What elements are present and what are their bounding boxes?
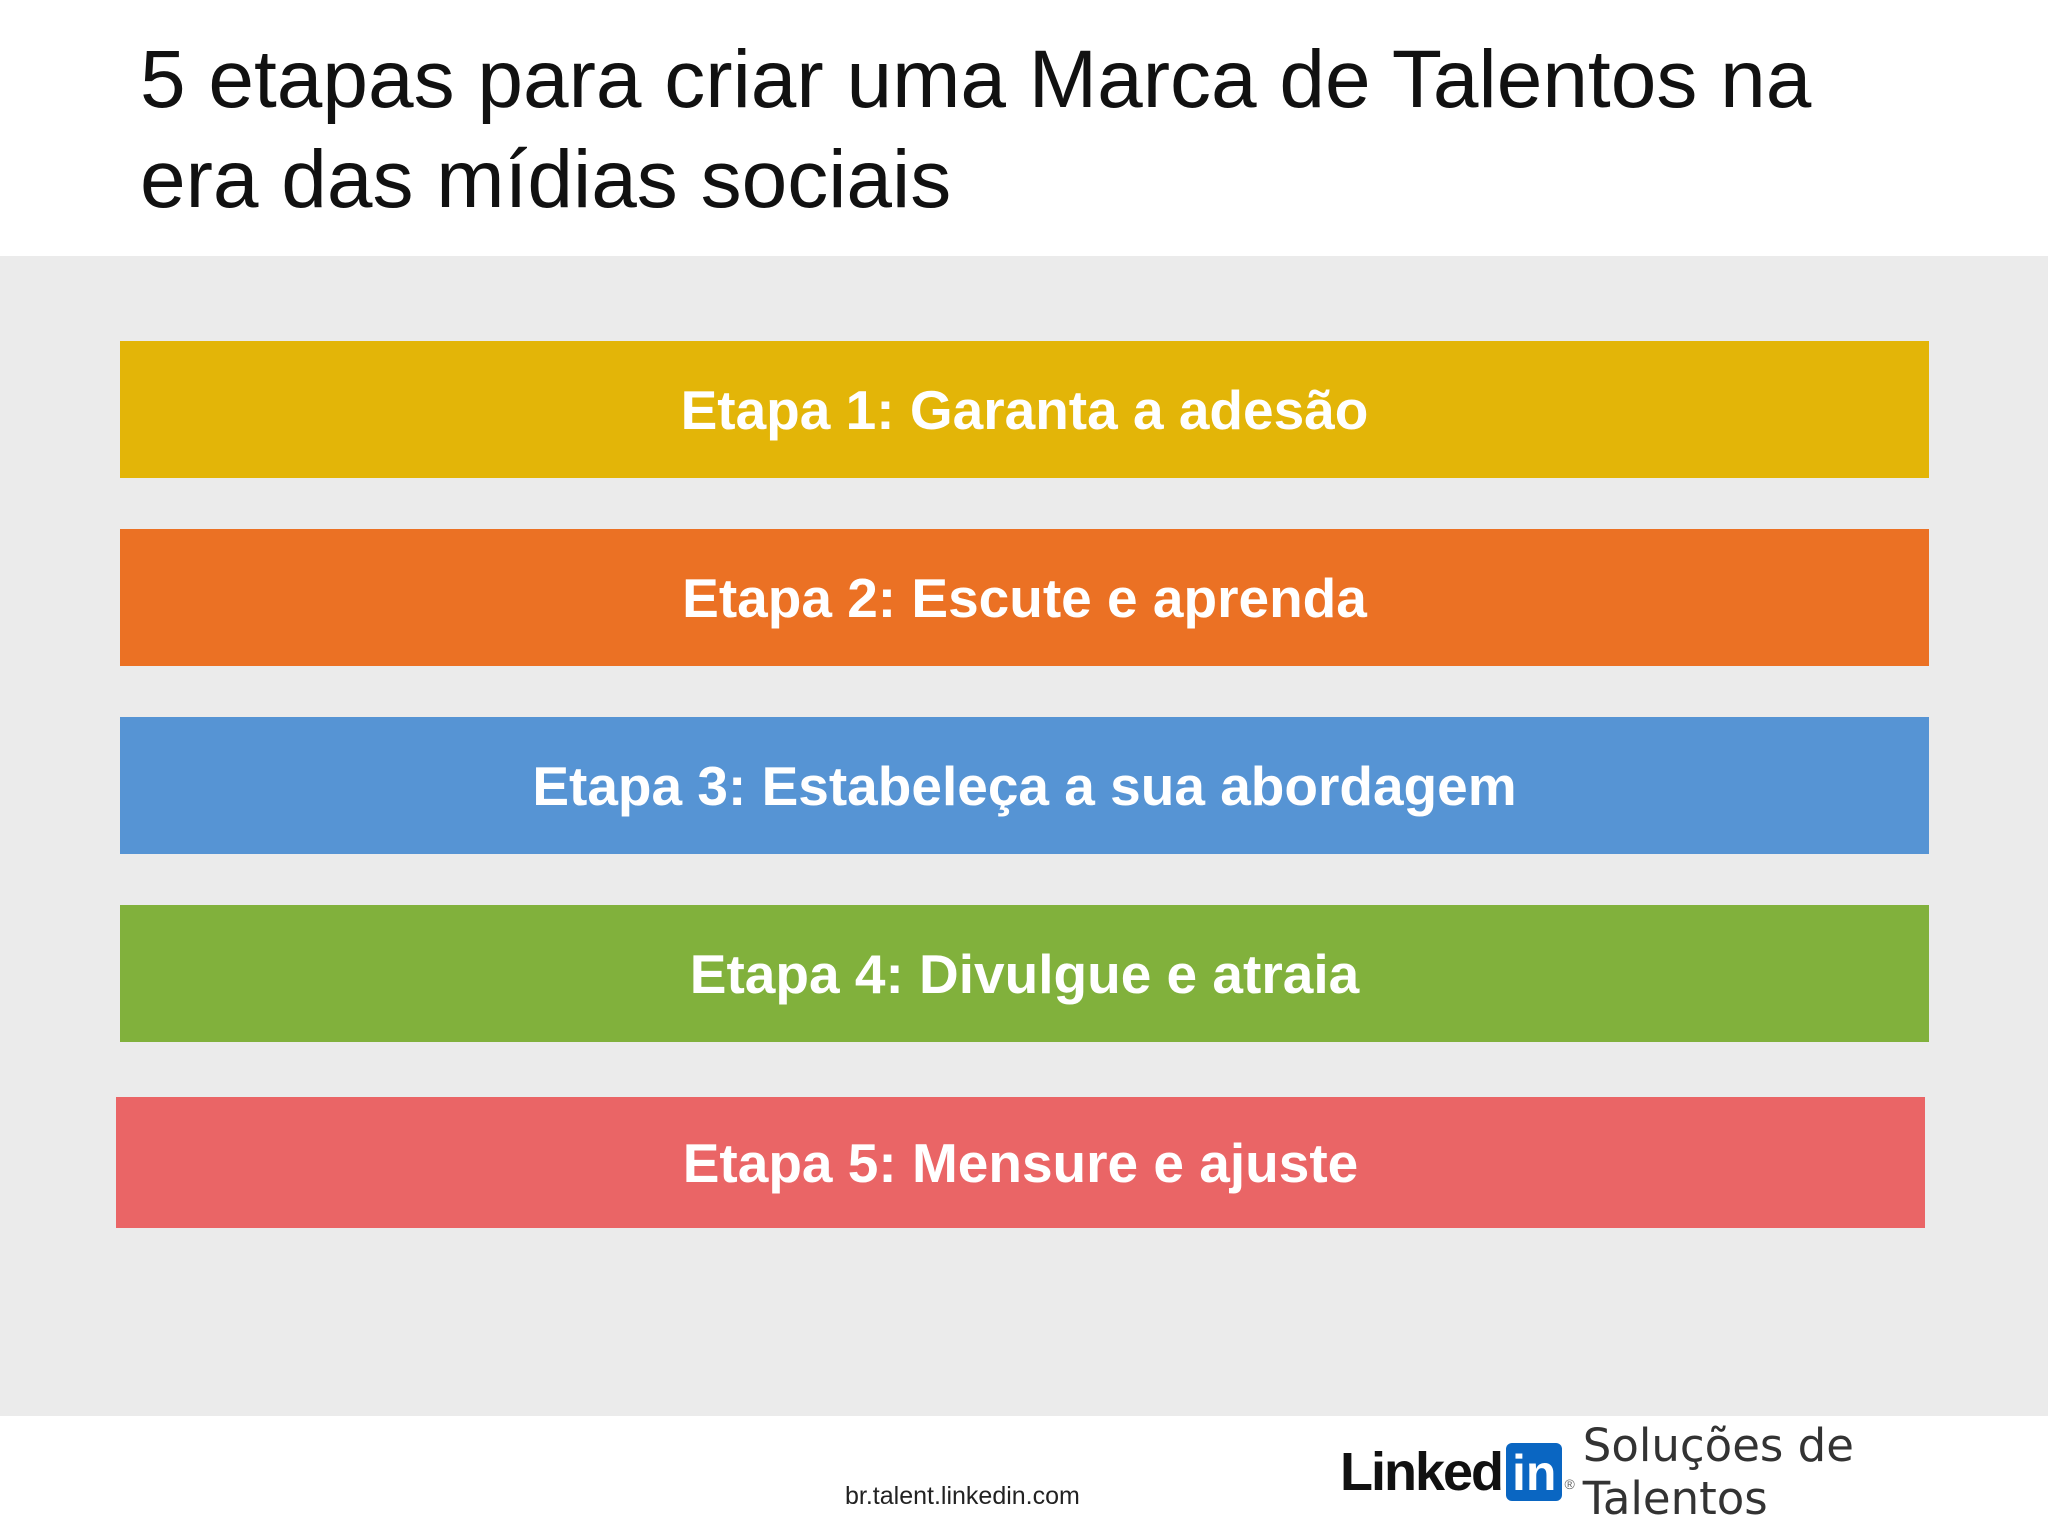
step-2-label: Etapa 2: Escute e aprenda (682, 566, 1367, 629)
linkedin-wordmark: Linked (1340, 1442, 1504, 1502)
title-area: 5 etapas para criar uma Marca de Talento… (0, 0, 2048, 256)
linkedin-in-box: in (1506, 1443, 1563, 1501)
brand-tagline: Soluções de Talentos (1582, 1419, 1854, 1525)
step-5-label: Etapa 5: Mensure e ajuste (682, 1131, 1359, 1194)
step-3-label: Etapa 3: Estabeleça a sua abordagem (532, 754, 1517, 817)
footer (0, 1416, 2048, 1536)
step-4-bar: Etapa 4: Divulgue e atraia (120, 905, 1929, 1042)
step-2-bar: Etapa 2: Escute e aprenda (120, 529, 1929, 666)
step-1-label: Etapa 1: Garanta a adesão (680, 378, 1369, 441)
step-1-bar: Etapa 1: Garanta a adesão (120, 341, 1929, 478)
step-3-bar: Etapa 3: Estabeleça a sua abordagem (120, 717, 1929, 854)
step-4-label: Etapa 4: Divulgue e atraia (689, 942, 1360, 1005)
registered-mark: ® (1564, 1476, 1575, 1492)
step-5-bar: Etapa 5: Mensure e ajuste (116, 1097, 1925, 1228)
slide-title: 5 etapas para criar uma Marca de Talento… (140, 34, 1812, 225)
footer-url: br.talent.linkedin.com (845, 1482, 1080, 1510)
linkedin-logo: Linked in ® Soluções de Talentos (1340, 1419, 2048, 1525)
